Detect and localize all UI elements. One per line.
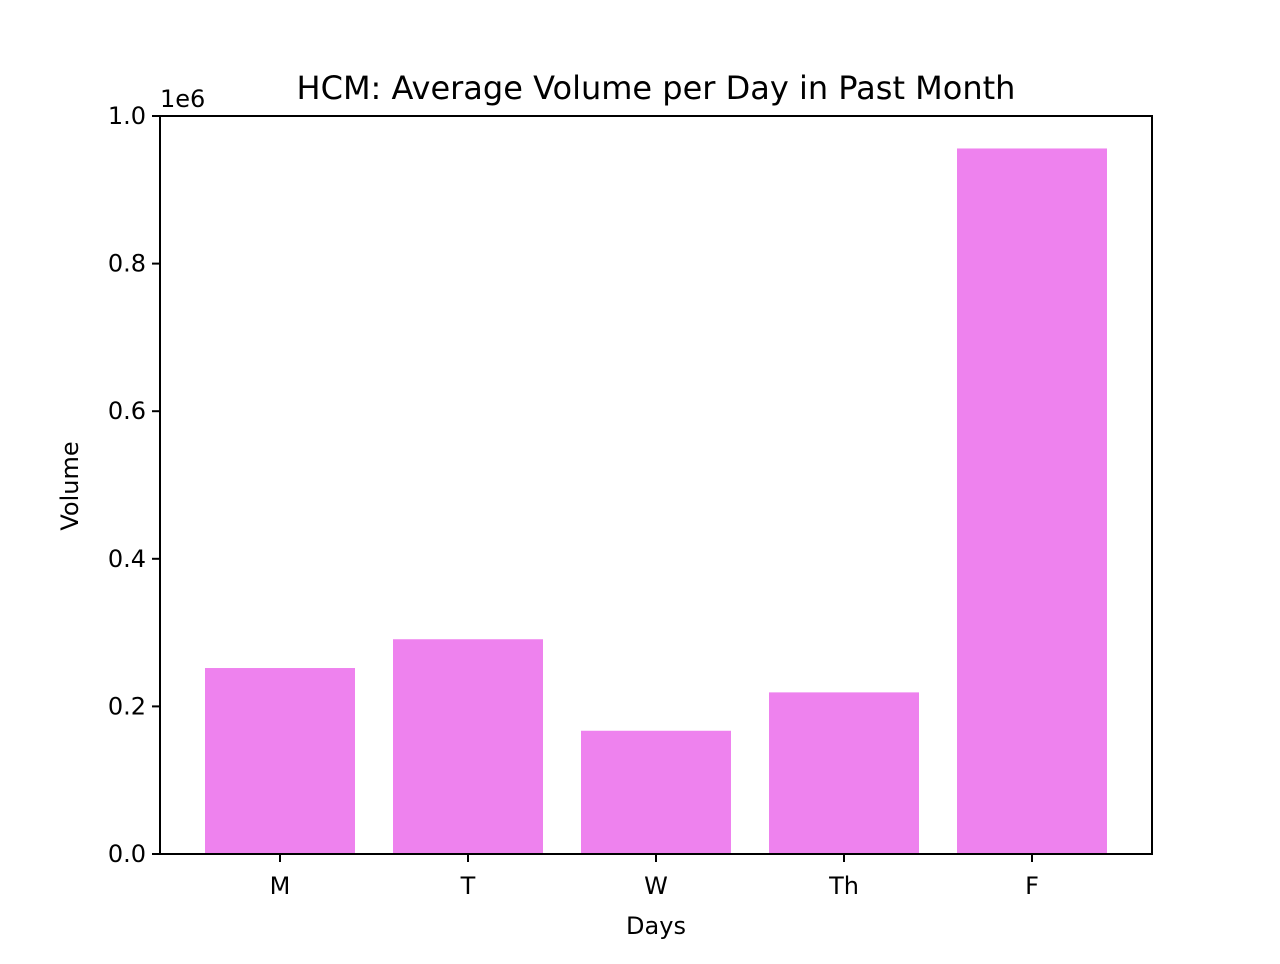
x-axis-ticks: M T W Th F [270,854,1039,900]
y-axis-offset-label: 1e6 [160,85,205,113]
bar-m [205,668,355,854]
y-tick-label: 1.0 [108,102,146,130]
plot-frame [159,115,1153,855]
y-tick-label: 0.2 [108,692,146,720]
chart-title: HCM: Average Volume per Day in Past Mont… [297,69,1016,107]
bar-t [393,639,543,854]
x-tick-label: W [644,872,668,900]
y-tick-label: 0.8 [108,250,146,278]
y-tick-label: 0.0 [108,840,146,868]
x-tick-label: Th [828,872,859,900]
bar-w [581,730,731,854]
y-axis-label: Volume [56,441,84,530]
bar-th [769,692,919,854]
x-tick-label: T [460,872,476,900]
y-tick-label: 0.6 [108,397,146,425]
bar-f [957,148,1107,855]
x-axis-label: Days [626,912,686,940]
x-tick-label: F [1025,872,1039,900]
y-tick-label: 0.4 [108,545,146,573]
bars-group [205,148,1107,855]
x-tick-label: M [270,872,291,900]
y-axis-ticks: 0.0 0.2 0.4 0.6 0.8 1.0 [108,102,160,868]
